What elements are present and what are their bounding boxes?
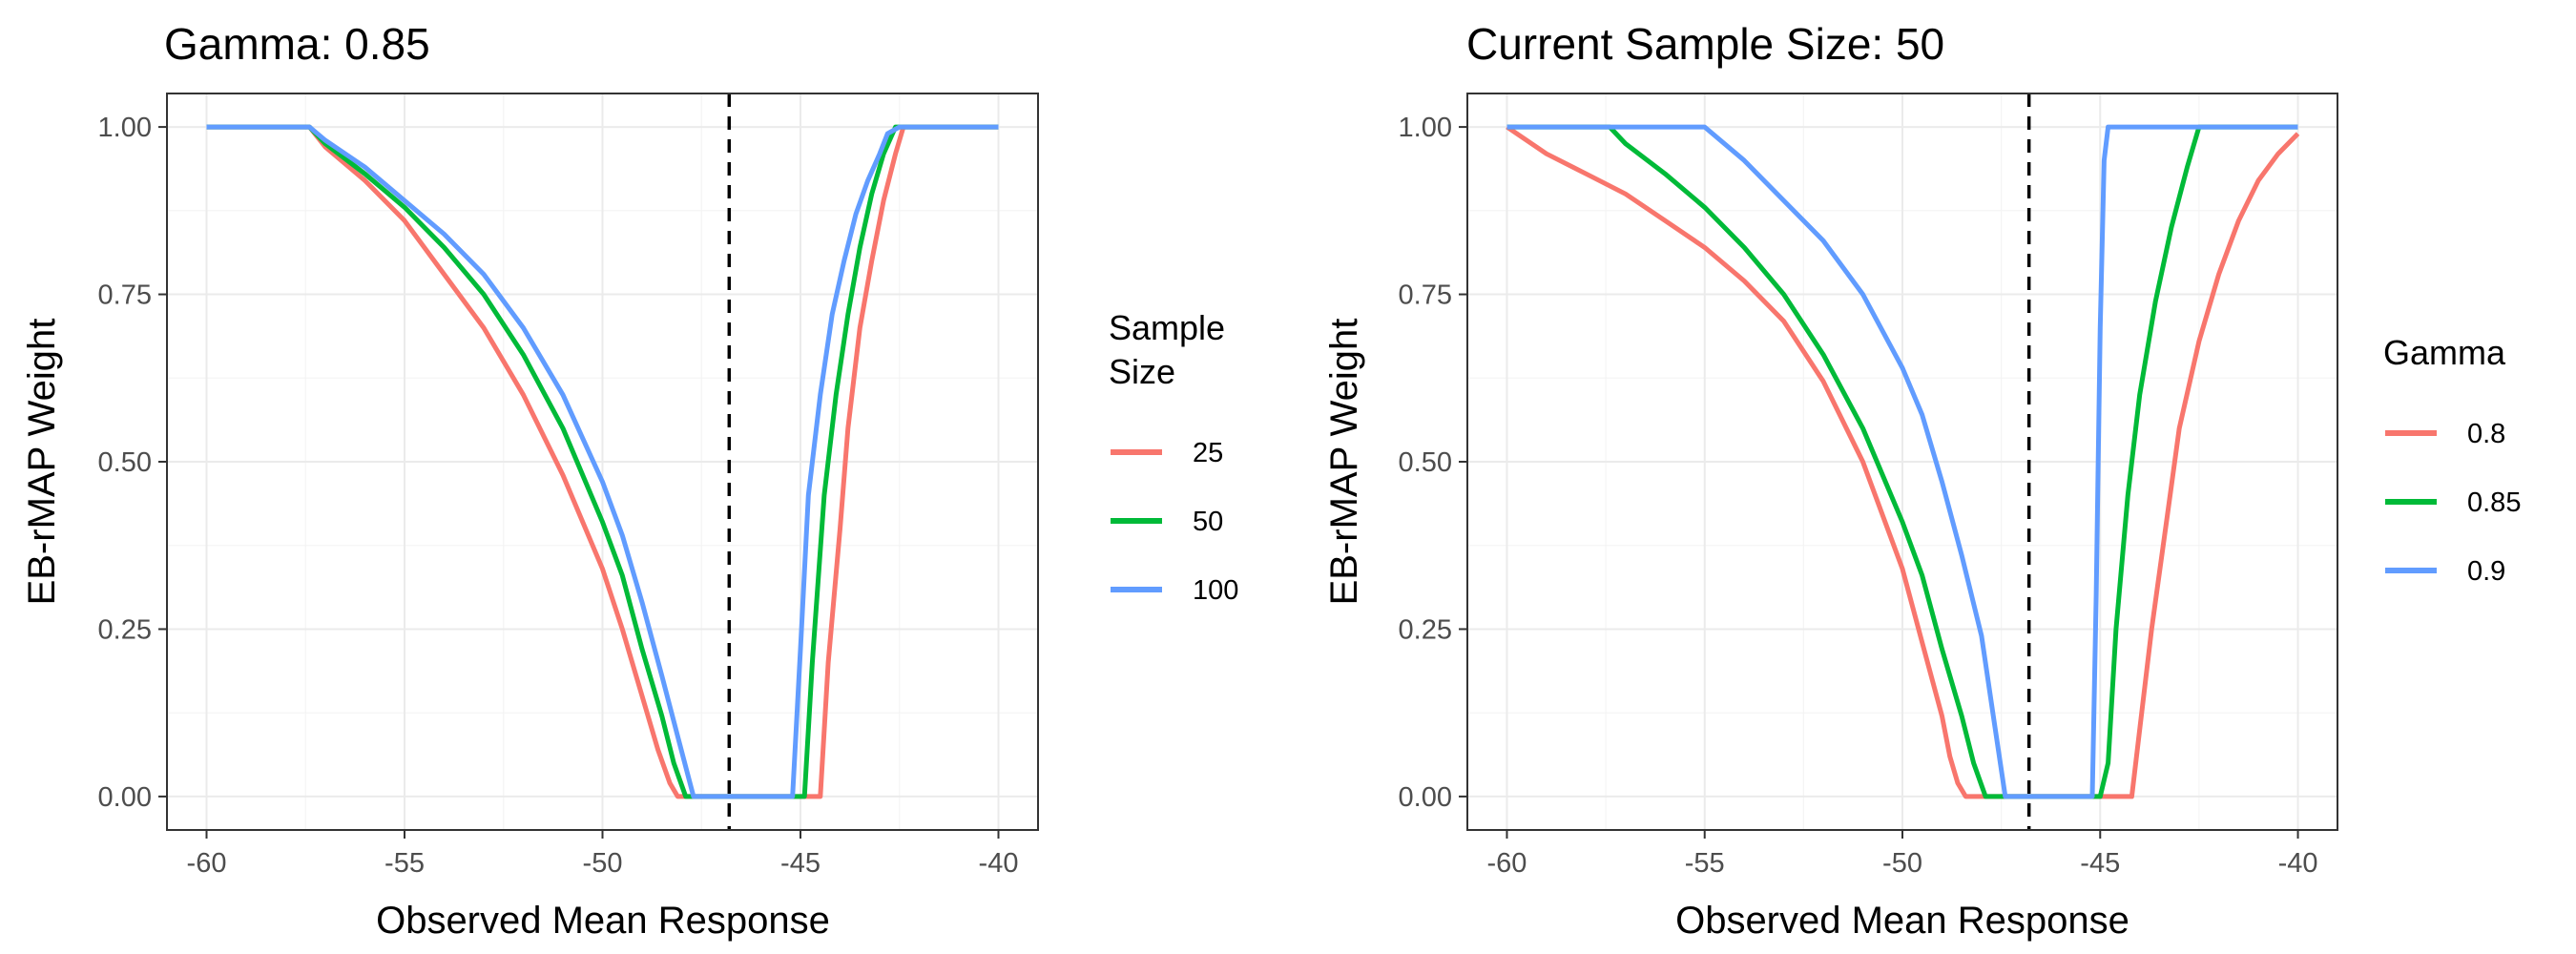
y-tick-label: 0.00	[1399, 782, 1452, 813]
y-tick-label: 1.00	[1399, 113, 1452, 143]
legend-label: 0.9	[2467, 556, 2505, 587]
y-axis-title: EB-rMAP Weight	[1323, 319, 1365, 606]
y-tick-label: 0.75	[1399, 280, 1452, 311]
x-tick-label: -45	[780, 848, 821, 879]
series-line-50	[206, 124, 999, 799]
grid-lines	[167, 93, 1038, 830]
y-tick-label: 0.00	[98, 782, 152, 813]
x-tick-label: -40	[2278, 848, 2318, 879]
y-tick-label: 0.50	[98, 447, 152, 478]
y-tick-label: 0.75	[98, 280, 152, 311]
series-line-25	[206, 124, 999, 799]
legend: Gamma 0.8 0.85 0.9	[2383, 333, 2521, 587]
plot-area	[206, 93, 999, 830]
axis-ticks: -60 -55 -50 -45 -40 0.00 0.25 0.50 0.75 1.00	[98, 113, 1019, 879]
legend-label: 50	[1193, 507, 1223, 537]
legend-label: 0.8	[2467, 419, 2505, 449]
y-tick-label: 0.25	[98, 614, 152, 645]
x-tick-label: -40	[979, 848, 1019, 879]
series-line-0.85	[1506, 124, 2298, 799]
x-axis-title: Observed Mean Response	[1675, 900, 2129, 942]
series-line-0.9	[1506, 124, 2298, 799]
x-tick-label: -55	[384, 848, 425, 879]
x-tick-label: -45	[2080, 848, 2120, 879]
axis-ticks: -60 -55 -50 -45 -40 0.00 0.25 0.50 0.75 1.00	[1399, 113, 2318, 879]
chart-title: Current Sample Size: 50	[1466, 19, 1944, 69]
legend-label: 0.85	[2467, 487, 2521, 518]
chart-title: Gamma: 0.85	[164, 19, 430, 69]
legend-title: Sample	[1109, 308, 1225, 347]
x-axis-title: Observed Mean Response	[376, 900, 830, 942]
y-tick-label: 1.00	[98, 113, 152, 143]
y-tick-label: 0.50	[1399, 447, 1452, 478]
x-tick-label: -60	[1486, 848, 1527, 879]
x-tick-label: -60	[187, 848, 227, 879]
legend-title: Size	[1109, 352, 1175, 391]
legend: Sample Size 25 50 100	[1109, 308, 1238, 606]
legend-label: 100	[1193, 575, 1238, 606]
legend-title: Gamma	[2383, 333, 2506, 372]
y-axis-title: EB-rMAP Weight	[21, 319, 63, 606]
y-tick-label: 0.25	[1399, 614, 1452, 645]
legend-label: 25	[1193, 438, 1223, 468]
chart-panel-sample-size: Gamma: 0.85 -60 -55 -50 -45 -40 0.00 0.25 0.50 0…	[21, 19, 1238, 942]
x-tick-label: -50	[583, 848, 623, 879]
x-tick-label: -50	[1882, 848, 1922, 879]
plot-area	[1506, 93, 2300, 830]
x-tick-label: -55	[1685, 848, 1725, 879]
chart-panel-gamma: Current Sample Size: 50 -60 -55 -50 -45 -40 0…	[1323, 19, 2521, 942]
series-line-0.8	[1506, 125, 2300, 799]
series-line-100	[206, 124, 999, 799]
